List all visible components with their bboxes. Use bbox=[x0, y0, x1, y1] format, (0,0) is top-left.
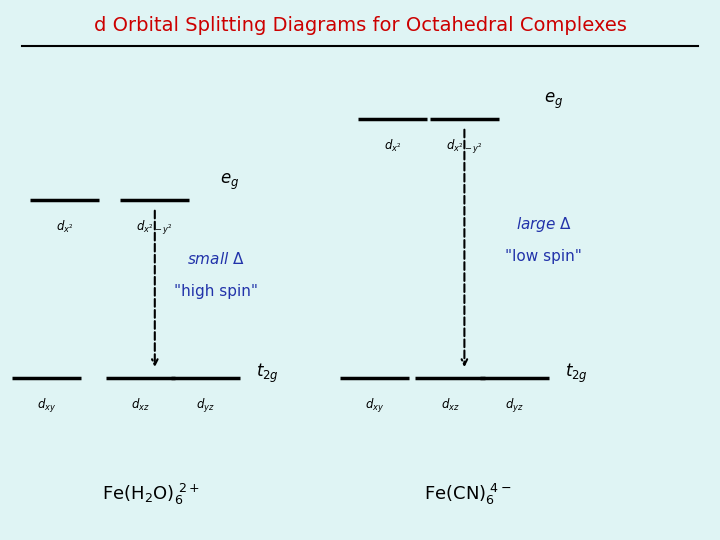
Text: d Orbital Splitting Diagrams for Octahedral Complexes: d Orbital Splitting Diagrams for Octahed… bbox=[94, 16, 626, 35]
Text: $d_{xy}$: $d_{xy}$ bbox=[365, 397, 384, 415]
Text: $d_{x^2-y^2}$: $d_{x^2-y^2}$ bbox=[446, 138, 483, 156]
Text: $\rm Fe(CN)_6^{\ 4-}$: $\rm Fe(CN)_6^{\ 4-}$ bbox=[424, 482, 512, 507]
Text: $\rm Fe(H_2O)_6^{\ 2+}$: $\rm Fe(H_2O)_6^{\ 2+}$ bbox=[102, 482, 200, 507]
Text: $d_{xy}$: $d_{xy}$ bbox=[37, 397, 56, 415]
Text: $e_g$: $e_g$ bbox=[220, 172, 239, 192]
Text: $d_{yz}$: $d_{yz}$ bbox=[505, 397, 524, 415]
Text: $d_{xz}$: $d_{xz}$ bbox=[441, 397, 459, 413]
Text: $t_{2g}$: $t_{2g}$ bbox=[565, 362, 588, 385]
Text: $d_{x^2-y^2}$: $d_{x^2-y^2}$ bbox=[136, 219, 174, 237]
Text: $d_{yz}$: $d_{yz}$ bbox=[196, 397, 215, 415]
Text: $e_g$: $e_g$ bbox=[544, 91, 563, 111]
Text: $d_{x^2}$: $d_{x^2}$ bbox=[384, 138, 401, 154]
Text: $d_{x^2}$: $d_{x^2}$ bbox=[56, 219, 73, 235]
Text: large $\Delta$: large $\Delta$ bbox=[516, 214, 572, 234]
Text: $d_{xz}$: $d_{xz}$ bbox=[131, 397, 150, 413]
Text: $t_{2g}$: $t_{2g}$ bbox=[256, 362, 279, 385]
Text: "high spin": "high spin" bbox=[174, 284, 258, 299]
Text: "low spin": "low spin" bbox=[505, 249, 582, 264]
Text: small $\Delta$: small $\Delta$ bbox=[187, 251, 245, 267]
